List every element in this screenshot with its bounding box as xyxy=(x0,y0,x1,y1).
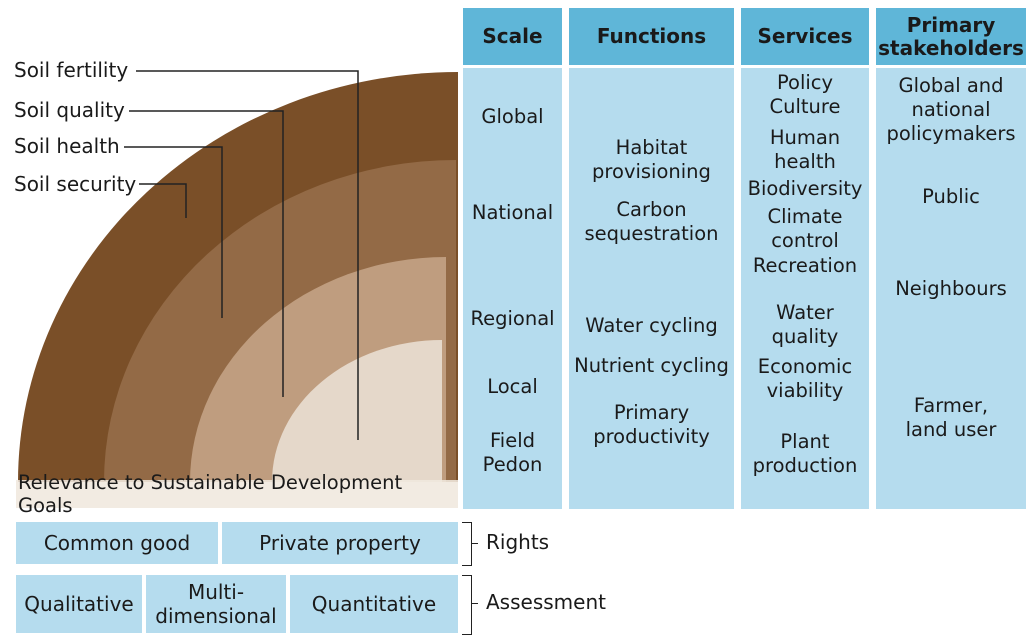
scale-item: Global xyxy=(481,105,544,128)
function-item: Carbon sequestration xyxy=(584,198,719,245)
column-stakeholders: Global and national policymakers Public … xyxy=(876,68,1026,509)
function-item: Nutrient cycling xyxy=(574,354,729,377)
header-functions: Functions xyxy=(569,8,734,65)
service-item: Economic viability xyxy=(757,355,853,402)
service-item: Recreation xyxy=(752,254,858,277)
function-item: Primary productivity xyxy=(593,401,710,448)
assessment-multidimensional: Multi- dimensional xyxy=(146,575,286,633)
label-soil-health: Soil health xyxy=(14,134,120,158)
header-services: Services xyxy=(741,8,869,65)
stakeholder-item: Neighbours xyxy=(895,277,1007,300)
soil-layers-diagram xyxy=(18,70,458,482)
stakeholder-item: Public xyxy=(922,185,980,208)
rights-bracket xyxy=(462,522,472,566)
scale-item: National xyxy=(471,201,554,224)
leader-soil-fertility xyxy=(136,70,359,440)
sdg-caption: Relevance to Sustainable Development Goa… xyxy=(16,471,458,517)
header-scale: Scale xyxy=(463,8,562,65)
leader-soil-security xyxy=(139,183,187,218)
scale-item: Local xyxy=(487,375,538,398)
service-item: Climate control xyxy=(767,205,843,252)
assessment-quantitative: Quantitative xyxy=(290,575,458,633)
label-soil-fertility: Soil fertility xyxy=(14,58,129,82)
scale-item: Regional xyxy=(470,307,555,330)
rights-bracket-tick xyxy=(471,543,478,544)
rights-label: Rights xyxy=(486,530,550,554)
stakeholder-item: Global and national policymakers xyxy=(886,74,1016,145)
column-services: Policy Culture Human health Biodiversity… xyxy=(741,68,869,509)
rights-private-property: Private property xyxy=(222,522,458,564)
service-item: Plant production xyxy=(752,430,858,477)
function-item: Water cycling xyxy=(585,314,718,337)
rights-common-good: Common good xyxy=(16,522,218,564)
label-soil-security: Soil security xyxy=(14,172,137,196)
function-item: Habitat provisioning xyxy=(592,136,711,183)
header-stakeholders: Primary stakeholders xyxy=(876,8,1026,65)
service-item: Biodiversity xyxy=(747,177,863,200)
column-scale: Global National Regional Local Field Ped… xyxy=(463,68,562,509)
service-item: Policy Culture xyxy=(769,71,841,118)
service-item: Human health xyxy=(769,126,841,173)
stakeholder-item: Farmer, land user xyxy=(905,394,997,441)
assessment-bracket-tick xyxy=(471,603,478,604)
leader-soil-quality xyxy=(129,110,284,397)
label-soil-quality: Soil quality xyxy=(14,98,125,122)
scale-item: Field Pedon xyxy=(482,429,543,476)
assessment-label: Assessment xyxy=(486,590,606,614)
service-item: Water quality xyxy=(771,301,839,348)
assessment-qualitative: Qualitative xyxy=(16,575,142,633)
arc-soil-fertility xyxy=(272,340,442,482)
column-functions: Habitat provisioning Carbon sequestratio… xyxy=(569,68,734,509)
assessment-bracket xyxy=(462,575,472,635)
leader-soil-health xyxy=(124,146,223,318)
